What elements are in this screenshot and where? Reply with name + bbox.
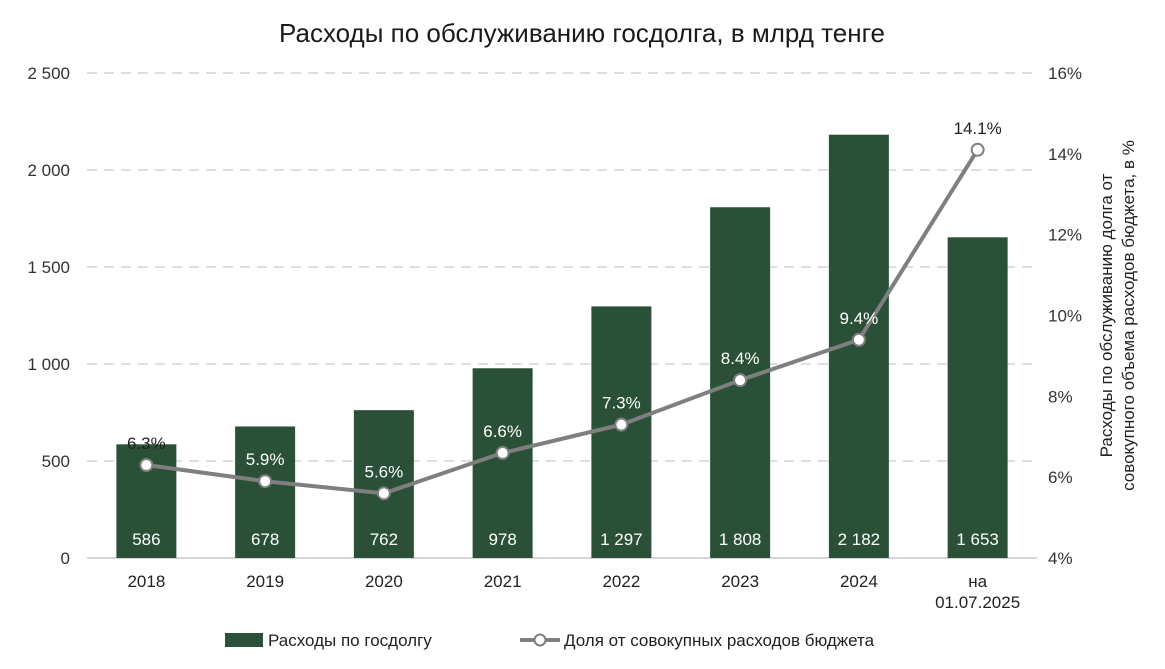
x-tick-label: 2022: [602, 572, 640, 591]
line-value-label: 9.4%: [840, 309, 879, 328]
bar-value-label: 678: [251, 530, 279, 549]
x-tick-label-line: 01.07.2025: [935, 593, 1020, 612]
legend-bar-label: Расходы по госдолгу: [268, 631, 432, 650]
bar: [235, 426, 296, 558]
x-tick-label-line: 2019: [246, 572, 284, 591]
bar-value-label: 586: [132, 530, 160, 549]
line-value-label: 14.1%: [954, 119, 1002, 138]
y-right-tick-label: 14%: [1048, 145, 1082, 164]
y-left-tick-label: 2 000: [27, 161, 70, 180]
bar: [591, 306, 652, 558]
y-right-tick-label: 10%: [1048, 307, 1082, 326]
line-point: [733, 373, 748, 388]
x-tick-label-line: 2023: [721, 572, 759, 591]
legend-line-marker: [533, 633, 547, 647]
bar: [353, 410, 414, 558]
x-tick-label: 2021: [484, 572, 522, 591]
line-point: [495, 445, 510, 460]
line-value-label: 6.6%: [483, 422, 522, 441]
line-value-label: 5.9%: [246, 450, 285, 469]
legend: Расходы по госдолгу Доля от совокупных р…: [225, 631, 875, 650]
line-value-label: 7.3%: [602, 394, 641, 413]
bar-value-label: 762: [370, 530, 398, 549]
chart-title: Расходы по обслуживанию госдолга, в млрд…: [279, 18, 885, 48]
bars: 586 678 762 978 1 297 1 808 2 182 1 653: [116, 134, 1008, 559]
y-right-tick-label: 8%: [1048, 387, 1073, 406]
x-tick-label: на 01.07.2025: [935, 572, 1020, 612]
bar-value-label: 978: [488, 530, 516, 549]
x-tick-label: 2024: [840, 572, 878, 591]
legend-bar-swatch: [225, 633, 263, 647]
y-axis-right-label: Расходы по обслуживанию долга от совокупн…: [1097, 140, 1138, 491]
y-right-tick-label: 4%: [1048, 549, 1073, 568]
line-point: [970, 142, 985, 157]
line-point: [376, 486, 391, 501]
bar-value-label: 1 808: [719, 530, 762, 549]
bar: [947, 237, 1008, 558]
y-left-tick-label: 500: [42, 452, 70, 471]
line-point: [139, 458, 154, 473]
x-tick-label-line: 2024: [840, 572, 878, 591]
x-axis: 2018 2019 2020 2021 2022 2023 2024 на 01.07.2025: [127, 572, 1020, 612]
y-axis-right: 4% 6% 8% 10% 12% 14% 16%: [1048, 64, 1082, 568]
x-tick-label-line: 2021: [484, 572, 522, 591]
y-right-tick-label: 12%: [1048, 226, 1082, 245]
line-point: [258, 474, 273, 489]
bar-value-label: 1 297: [600, 530, 643, 549]
gridlines: [87, 72, 1037, 559]
bar-value-label: 2 182: [838, 530, 881, 549]
y-left-tick-label: 1 500: [27, 258, 70, 277]
x-tick-label-line: 2022: [602, 572, 640, 591]
x-tick-label: 2020: [365, 572, 403, 591]
line-value-label: 5.6%: [365, 462, 404, 481]
x-tick-label: 2018: [127, 572, 165, 591]
y-right-label-line: совокупного объема расходов бюджета, в %: [1119, 140, 1138, 491]
line-point: [614, 417, 629, 432]
y-left-tick-label: 1 000: [27, 355, 70, 374]
y-axis-left: 0 500 1 000 1 500 2 000 2 500: [27, 64, 70, 568]
line-value-label: 8.4%: [721, 349, 760, 368]
y-right-label-line: Расходы по обслуживанию долга от: [1097, 173, 1116, 457]
x-tick-label-line: на: [968, 572, 987, 591]
x-tick-label: 2019: [246, 572, 284, 591]
x-tick-label-line: 2020: [365, 572, 403, 591]
bar: [472, 368, 533, 558]
x-tick-label-line: 2018: [127, 572, 165, 591]
line-series-path: [146, 148, 980, 496]
x-tick-label: 2023: [721, 572, 759, 591]
y-left-tick-label: 2 500: [27, 64, 70, 83]
legend-line-label: Доля от совокупных расходов бюджета: [564, 631, 875, 650]
bar-value-label: 1 653: [956, 530, 999, 549]
y-left-tick-label: 0: [61, 549, 70, 568]
line-value-label: 6.3%: [127, 434, 166, 453]
line-point: [851, 332, 866, 347]
line-series: 6.3% 5.9% 5.6% 6.6% 7.3% 8.4% 9.4% 14.1%: [127, 119, 1002, 501]
y-right-tick-label: 6%: [1048, 468, 1073, 487]
y-right-tick-label: 16%: [1048, 64, 1082, 83]
